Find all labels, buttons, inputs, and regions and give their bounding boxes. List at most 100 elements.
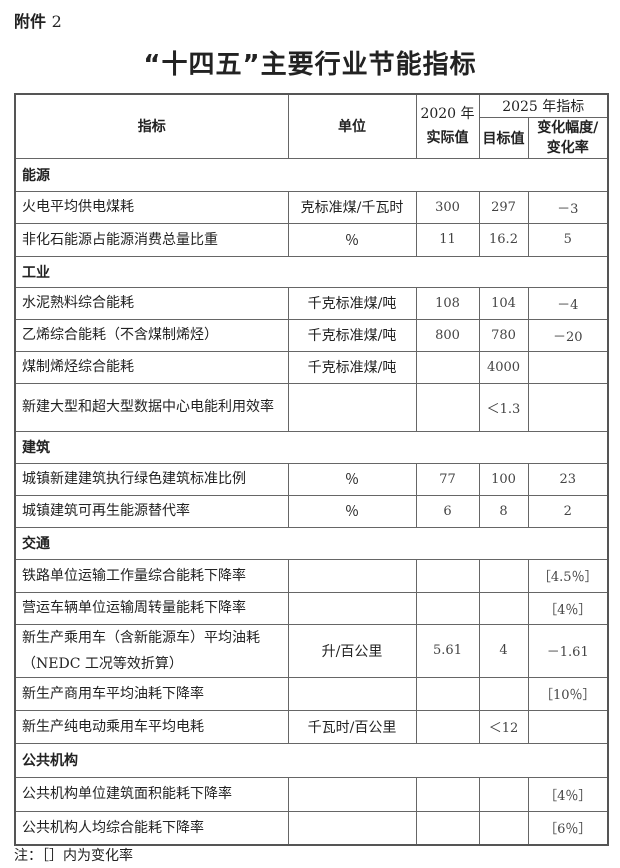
change-cell: －20	[527, 318, 609, 352]
header-unit: 单位	[287, 93, 417, 159]
indicator-cell: 公共机构单位建筑面积能耗下降率	[14, 776, 289, 812]
unit-cell: ％	[287, 222, 417, 257]
unit-cell	[287, 382, 417, 432]
indicator-cell: 煤制烯烃综合能耗	[14, 350, 289, 384]
target-2025-cell	[478, 558, 529, 593]
actual-2020-cell	[415, 676, 480, 711]
indicator-cell: 火电平均供电煤耗	[14, 190, 289, 224]
table-row: 新建大型和超大型数据中心电能利用效率 ＜1.3	[14, 382, 609, 432]
actual-2020-cell	[415, 350, 480, 384]
actual-2020-cell: 108	[415, 286, 480, 320]
change-cell	[527, 709, 609, 744]
target-2025-cell	[478, 676, 529, 711]
section-row: 建筑	[14, 430, 609, 464]
indicator-cell: 新生产商用车平均油耗下降率	[14, 676, 289, 711]
actual-2020-cell	[415, 382, 480, 432]
target-2025-cell	[478, 591, 529, 625]
table-row: 非化石能源占能源消费总量比重％ 11 16.2 5	[14, 222, 609, 257]
table-row: 新生产商用车平均油耗下降率 ［10％］	[14, 676, 609, 711]
table-row: 城镇建筑可再生能源替代率％ 6 8 2	[14, 494, 609, 528]
table-row: 营运车辆单位运输周转量能耗下降率 ［4％］	[14, 591, 609, 625]
change-cell: －1.61	[527, 623, 609, 678]
target-2025-cell: 100	[478, 462, 529, 496]
section-title: 交通	[14, 526, 609, 560]
target-2025-cell: ＜12	[478, 709, 529, 744]
indicator-cell: 铁路单位运输工作量综合能耗下降率	[14, 558, 289, 593]
section-row: 交通	[14, 526, 609, 560]
unit-cell: 千瓦时/百公里	[287, 709, 417, 744]
section-title: 工业	[14, 255, 609, 288]
section-row: 公共机构	[14, 742, 609, 778]
actual-2020-cell: 5.61	[415, 623, 480, 678]
unit-cell	[287, 676, 417, 711]
target-2025-cell: 16.2	[478, 222, 529, 257]
change-cell: ［6％］	[527, 810, 609, 846]
target-2025-cell: ＜1.3	[478, 382, 529, 432]
unit-cell: 千克标准煤/吨	[287, 350, 417, 384]
indicator-cell: 城镇建筑可再生能源替代率	[14, 494, 289, 528]
unit-cell: 升/百公里	[287, 623, 417, 678]
unit-cell: 千克标准煤/吨	[287, 318, 417, 352]
header-change: 变化幅度/变化率	[527, 116, 609, 159]
change-cell: ［4％］	[527, 591, 609, 625]
actual-2020-cell	[415, 810, 480, 846]
indicator-cell: 水泥熟料综合能耗	[14, 286, 289, 320]
change-cell: －4	[527, 286, 609, 320]
target-2025-cell	[478, 810, 529, 846]
unit-cell: 千克标准煤/吨	[287, 286, 417, 320]
unit-cell: ％	[287, 494, 417, 528]
change-cell: －3	[527, 190, 609, 224]
actual-2020-cell	[415, 558, 480, 593]
indicator-cell: 营运车辆单位运输周转量能耗下降率	[14, 591, 289, 625]
change-cell	[527, 350, 609, 384]
header-indicator: 指标	[14, 93, 289, 159]
table-row: 公共机构人均综合能耗下降率 ［6％］	[14, 810, 609, 846]
table-row: 公共机构单位建筑面积能耗下降率 ［4％］	[14, 776, 609, 812]
unit-cell	[287, 591, 417, 625]
section-row: 能源	[14, 157, 609, 192]
table-row: 新生产纯电动乘用车平均电耗 千瓦时/百公里 ＜12	[14, 709, 609, 744]
attachment-label: 附件 2	[14, 12, 62, 31]
unit-cell: 克标准煤/千瓦时	[287, 190, 417, 224]
change-cell: ［4％］	[527, 776, 609, 812]
actual-2020-cell: 6	[415, 494, 480, 528]
section-row: 工业	[14, 255, 609, 288]
actual-2020-cell	[415, 709, 480, 744]
table-row: 火电平均供电煤耗 克标准煤/千瓦时 300 297 －3	[14, 190, 609, 224]
actual-2020-cell: 800	[415, 318, 480, 352]
header-2020-actual: 2020 年实际值	[415, 93, 480, 159]
table-row: 乙烯综合能耗（不含煤制烯烃） 千克标准煤/吨 800 780 －20	[14, 318, 609, 352]
actual-2020-cell: 77	[415, 462, 480, 496]
table-row: 城镇新建建筑执行绿色建筑标准比例％ 77 100 23	[14, 462, 609, 496]
change-cell: 5	[527, 222, 609, 257]
change-cell: ［4.5％］	[527, 558, 609, 593]
target-2025-cell	[478, 776, 529, 812]
energy-indicator-table: 指标 单位 2020 年实际值 2025 年指标 目标值 变化幅度/变化率 能源…	[14, 93, 609, 846]
unit-cell	[287, 558, 417, 593]
unit-cell: ％	[287, 462, 417, 496]
indicator-cell: 非化石能源占能源消费总量比重	[14, 222, 289, 257]
header-target-value: 目标值	[478, 116, 529, 159]
indicator-cell: 新建大型和超大型数据中心电能利用效率	[14, 382, 289, 432]
table-row: 新生产乘用车（含新能源车）平均油耗（NEDC 工况等效折算） 升/百公里 5.61 4…	[14, 623, 609, 678]
actual-2020-cell: 11	[415, 222, 480, 257]
section-title: 公共机构	[14, 742, 609, 778]
target-2025-cell: 104	[478, 286, 529, 320]
actual-2020-cell: 300	[415, 190, 480, 224]
section-title: 能源	[14, 157, 609, 192]
indicator-cell: 乙烯综合能耗（不含煤制烯烃）	[14, 318, 289, 352]
target-2025-cell: 780	[478, 318, 529, 352]
table-row: 铁路单位运输工作量综合能耗下降率 ［4.5％］	[14, 558, 609, 593]
table-row: 水泥熟料综合能耗 千克标准煤/吨 108 104 －4	[14, 286, 609, 320]
target-2025-cell: 4000	[478, 350, 529, 384]
page-title: “十四五”主要行业节能指标	[143, 50, 477, 80]
change-cell: 2	[527, 494, 609, 528]
indicator-cell: 新生产乘用车（含新能源车）平均油耗（NEDC 工况等效折算）	[14, 623, 289, 678]
unit-cell	[287, 810, 417, 846]
target-2025-cell: 8	[478, 494, 529, 528]
target-2025-cell: 4	[478, 623, 529, 678]
table-row: 煤制烯烃综合能耗 千克标准煤/吨 4000	[14, 350, 609, 384]
indicator-cell: 新生产纯电动乘用车平均电耗	[14, 709, 289, 744]
actual-2020-cell	[415, 776, 480, 812]
change-cell: ［10％］	[527, 676, 609, 711]
